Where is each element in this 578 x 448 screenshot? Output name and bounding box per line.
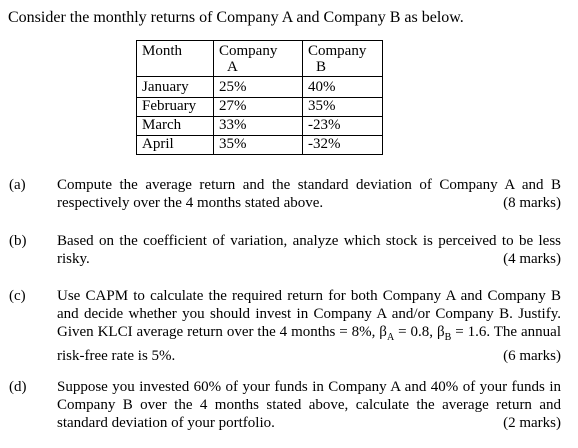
cell-company-b: -32% xyxy=(302,135,383,155)
table-row: March 33% -23% xyxy=(136,116,383,136)
question-marks: (2 marks) xyxy=(503,415,561,431)
question-text: Compute the average return and the stand… xyxy=(57,176,561,212)
beta-a-subscript: A xyxy=(386,332,395,343)
cell-company-b: -23% xyxy=(302,116,383,136)
header-company-a: Company A xyxy=(213,40,303,77)
header-company-b-line1: Company xyxy=(308,43,367,59)
header-month: Month xyxy=(136,40,214,77)
cell-company-a: 27% xyxy=(213,97,303,117)
question-body-part2: = 0.8, β xyxy=(394,324,445,340)
cell-company-a: 35% xyxy=(213,135,303,155)
cell-company-b: 40% xyxy=(302,76,383,98)
question-label: (a) xyxy=(9,177,26,193)
header-company-b: Company B xyxy=(302,40,383,77)
table-header-row: Month Company A Company B xyxy=(136,40,383,77)
question-body: Compute the average return and the stand… xyxy=(57,177,561,211)
question-label: (c) xyxy=(9,288,26,304)
cell-month: February xyxy=(136,97,214,117)
question-body-part3: = 1.6. The annual risk-free rate is 5%. xyxy=(57,324,562,364)
question-body-part1: Use CAPM to calculate the required retur… xyxy=(57,288,561,340)
returns-table: Month Company A Company B January 25% 40… xyxy=(136,40,383,155)
cell-month: March xyxy=(136,116,214,136)
intro-text: Consider the monthly returns of Company … xyxy=(8,9,464,26)
header-company-b-line2: B xyxy=(316,59,327,75)
cell-month: January xyxy=(136,76,214,98)
question-label: (b) xyxy=(9,233,27,249)
cell-company-a: 25% xyxy=(213,76,303,98)
question-body: Suppose you invested 60% of your funds i… xyxy=(57,379,561,431)
question-label: (d) xyxy=(9,379,27,395)
cell-company-a: 33% xyxy=(213,116,303,136)
question-text: Suppose you invested 60% of your funds i… xyxy=(57,378,561,432)
beta-b-subscript: B xyxy=(444,332,452,343)
table-row: January 25% 40% xyxy=(136,76,383,98)
question-text: Use CAPM to calculate the required retur… xyxy=(57,287,561,365)
cell-company-b: 35% xyxy=(302,97,383,117)
cell-month: April xyxy=(136,135,214,155)
header-company-a-line2: A xyxy=(227,59,238,75)
question-marks: (4 marks) xyxy=(503,251,561,267)
question-body: Based on the coefficient of variation, a… xyxy=(57,233,561,267)
header-company-a-line1: Company xyxy=(219,43,278,59)
question-text: Based on the coefficient of variation, a… xyxy=(57,232,561,268)
table-row: February 27% 35% xyxy=(136,97,383,117)
question-marks: (6 marks) xyxy=(503,348,561,364)
question-marks: (8 marks) xyxy=(503,195,561,211)
header-month-label: Month xyxy=(142,43,183,59)
table-row: April 35% -32% xyxy=(136,135,383,155)
